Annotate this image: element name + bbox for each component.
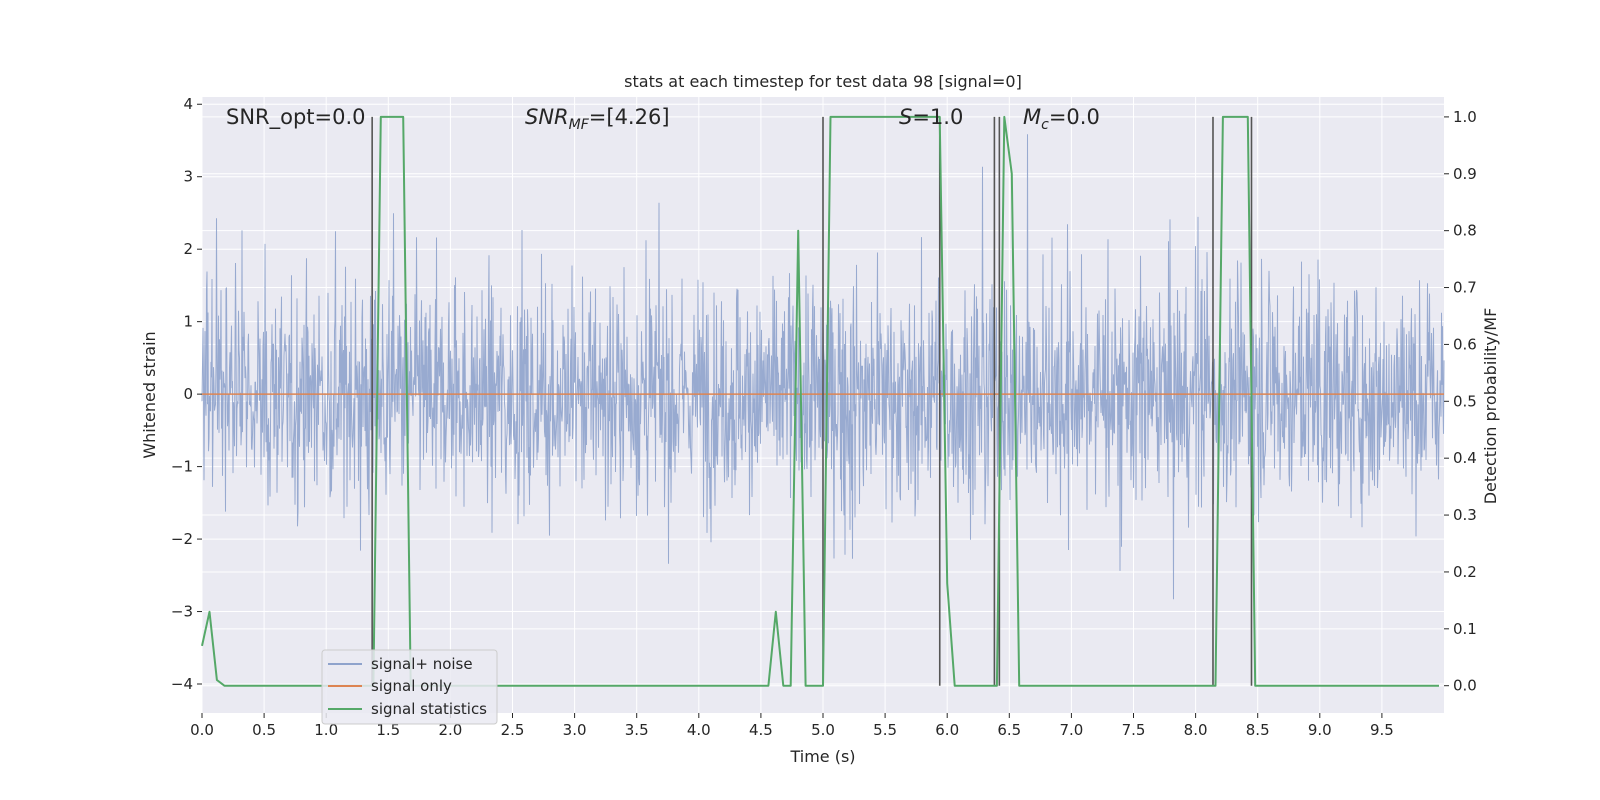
legend-box <box>321 649 498 725</box>
x-tick-label: 2.0 <box>438 721 462 739</box>
y-right-tick-label: 0.9 <box>1453 165 1477 183</box>
legend-label-signal-statistics: signal statistics <box>371 700 487 718</box>
series-signal-statistics <box>201 115 1439 687</box>
x-tick-label: 0.5 <box>252 721 276 739</box>
annotation-s: S=1.0 <box>899 105 963 129</box>
y-axis-left-label: Whitened strain <box>140 331 159 458</box>
annotation-mc: Mc=0.0 <box>1023 105 1100 133</box>
x-tick-label: 6.5 <box>997 721 1021 739</box>
x-tick-label: 3.5 <box>625 721 649 739</box>
y-left-tick-label: 1 <box>183 313 193 331</box>
y-right-tick-label: 0.5 <box>1453 392 1477 410</box>
y-left-tick-label: −2 <box>171 530 193 548</box>
y-right-tick-label: 0.6 <box>1453 335 1477 353</box>
y-axis-right-label: Detection probability/MF <box>1481 308 1500 505</box>
x-axis-label: Time (s) <box>789 747 855 766</box>
y-right-tick-label: 0.0 <box>1453 677 1477 695</box>
y-right-tick-label: 0.1 <box>1453 620 1477 638</box>
x-tick-label: 1.5 <box>376 721 400 739</box>
legend-label-signal-noise: signal+ noise <box>371 655 473 673</box>
x-tick-label: 4.0 <box>687 721 711 739</box>
y-right-tick-label: 0.3 <box>1453 506 1477 524</box>
y-right-tick-label: 0.4 <box>1453 449 1477 467</box>
right-axis-ticks: 1.0 0.9 0.8 0.7 0.6 0.5 0.4 0.3 0.2 0.1 0.0 <box>1444 108 1477 695</box>
x-tick-label: 1.0 <box>314 721 338 739</box>
annotation-snr-opt: SNR_opt=0.0 <box>226 105 366 130</box>
y-right-tick-label: 0.8 <box>1453 222 1477 240</box>
x-tick-label: 3.0 <box>563 721 587 739</box>
x-tick-label: 7.5 <box>1122 721 1146 739</box>
x-tick-label: 8.5 <box>1246 721 1270 739</box>
x-tick-label: 4.5 <box>749 721 773 739</box>
y-left-tick-label: −3 <box>171 603 193 621</box>
x-tick-label: 9.0 <box>1308 721 1332 739</box>
y-right-tick-label: 0.2 <box>1453 563 1477 581</box>
left-axis-ticks: 4 3 2 1 0 −1 −2 −3 −4 <box>171 95 202 693</box>
chart-title: stats at each timestep for test data 98 … <box>624 72 1022 91</box>
annotation-snr-mf: SNRMF=[4.26] <box>525 105 670 133</box>
y-right-tick-label: 0.7 <box>1453 279 1477 297</box>
x-tick-label: 5.5 <box>873 721 897 739</box>
x-tick-label: 5.0 <box>811 721 835 739</box>
x-axis-ticks: 0.0 0.5 1.0 1.5 2.0 2.5 3.0 3.5 4.0 4.5 5.0 5.5 6.0 6… <box>190 713 1394 739</box>
x-tick-label: 2.5 <box>501 721 525 739</box>
x-tick-label: 6.0 <box>935 721 959 739</box>
y-left-tick-label: −4 <box>171 675 193 693</box>
x-tick-label: 9.5 <box>1370 721 1394 739</box>
line-series <box>201 115 1444 687</box>
x-tick-label: 8.0 <box>1184 721 1208 739</box>
y-left-tick-label: 2 <box>183 240 193 258</box>
x-tick-label: 7.0 <box>1059 721 1083 739</box>
y-left-tick-label: 0 <box>183 385 193 403</box>
y-left-tick-label: 3 <box>183 168 193 186</box>
legend-label-signal-only: signal only <box>371 677 452 695</box>
x-tick-label: 0.0 <box>190 721 214 739</box>
y-left-tick-label: −1 <box>171 458 193 476</box>
y-right-tick-label: 1.0 <box>1453 108 1477 126</box>
legend: signal+ noise signal only signal statist… <box>321 649 498 725</box>
y-left-tick-label: 4 <box>183 95 193 113</box>
